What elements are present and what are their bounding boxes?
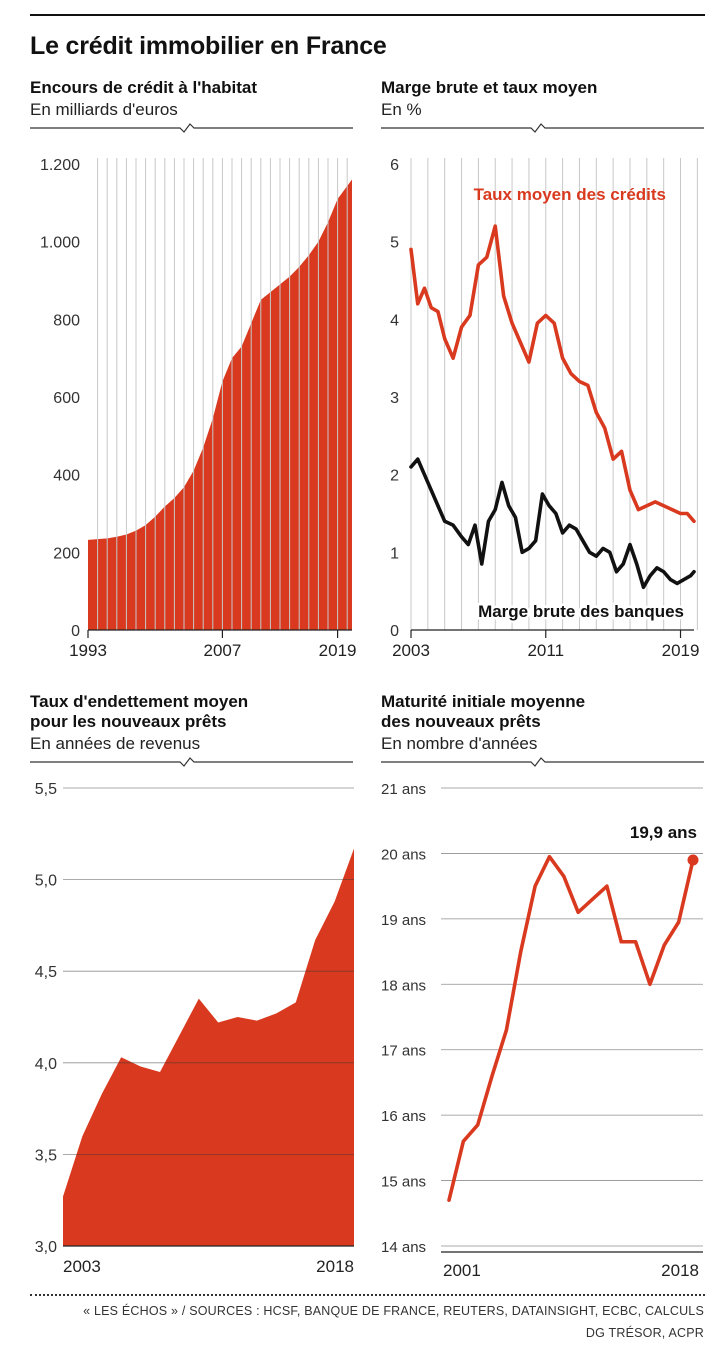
panel-unit-encours: En milliards d'euros <box>30 100 178 119</box>
line-maturite <box>447 854 695 1203</box>
area-endettement <box>63 848 354 1246</box>
footer-rule <box>30 1294 705 1296</box>
y-tick-label: 0 <box>71 623 80 640</box>
x-tick-label: 2007 <box>203 641 241 660</box>
y-tick-label: 16 ans <box>381 1108 426 1125</box>
y-tick-label: 4 <box>390 312 399 329</box>
line-taux-moyen <box>409 224 696 524</box>
y-tick-label: 21 ans <box>381 781 426 798</box>
x-tick-label: 2001 <box>443 1261 481 1280</box>
chart-encours: 0 200 400 600 800 1.000 1.200 1993 2007 2019 <box>40 157 357 660</box>
x-tick-label: 2003 <box>392 641 430 660</box>
y-tick-label: 600 <box>53 390 80 407</box>
y-tick-label: 2 <box>390 468 399 485</box>
y-tick-label: 1 <box>390 545 399 562</box>
y-tick-label: 0 <box>390 623 399 640</box>
top-rule <box>30 14 705 16</box>
panel-title-marge: Marge brute et taux moyen <box>381 78 598 97</box>
y-tick-label: 6 <box>390 157 399 174</box>
y-tick-label: 1.200 <box>40 157 80 174</box>
page-title: Le crédit immobilier en France <box>30 32 387 60</box>
y-tick-label: 400 <box>53 468 80 485</box>
series-label-taux: Taux moyen des crédits <box>474 185 666 204</box>
panel-title-maturite: Maturité initiale moyenne des nouveaux p… <box>381 692 586 731</box>
line-marge-brute <box>409 457 696 590</box>
panel-separator-endettement <box>30 757 353 767</box>
chart-maturite: 14 ans 15 ans 16 ans 17 ans 18 ans 19 ans 20 a… <box>381 781 703 1280</box>
y-tick-label: 800 <box>53 312 80 329</box>
y-tick-label: 4,5 <box>35 964 57 981</box>
panel-separator-maturite <box>381 757 704 767</box>
panel-title-encours: Encours de crédit à l'habitat <box>30 78 257 97</box>
x-tick-label: 2018 <box>661 1261 699 1280</box>
x-tick-label: 1993 <box>69 641 107 660</box>
y-tick-label: 1.000 <box>40 235 80 252</box>
x-tick-label: 2003 <box>63 1257 101 1276</box>
y-tick-label: 14 ans <box>381 1239 426 1256</box>
y-tick-label: 200 <box>53 545 80 562</box>
last-point-marker <box>687 854 699 866</box>
x-tick-label: 2019 <box>662 641 700 660</box>
chart-marge: 0 1 2 3 4 5 6 2003 2011 2019 Taux moyen des crédit… <box>390 157 700 660</box>
panel-title-endettement: Taux d'endettement moyen pour les nouvea… <box>30 692 249 731</box>
chart-endettement: 3,0 3,5 4,0 4,5 5,0 5,5 2003 2018 <box>35 781 354 1276</box>
y-tick-label: 15 ans <box>381 1174 426 1191</box>
x-tick-label: 2018 <box>316 1257 354 1276</box>
panel-unit-marge: En % <box>381 100 422 119</box>
panel-separator-encours <box>30 123 353 133</box>
y-tick-label: 17 ans <box>381 1043 426 1060</box>
source-note: « LES ÉCHOS » / SOURCES : HCSF, BANQUE D… <box>83 1304 704 1340</box>
series-label-marge: Marge brute des banques <box>478 602 684 621</box>
y-tick-label: 4,0 <box>35 1056 57 1073</box>
area-encours <box>88 179 352 630</box>
y-tick-label: 18 ans <box>381 977 426 994</box>
y-tick-label: 3,0 <box>35 1239 57 1256</box>
x-tick-label: 2011 <box>527 641 564 660</box>
x-tick-label: 2019 <box>319 641 357 660</box>
panel-unit-endettement: En années de revenus <box>30 734 201 753</box>
y-tick-label: 5,0 <box>35 873 57 890</box>
y-tick-label: 5,5 <box>35 781 57 798</box>
annotation-last-value: 19,9 ans <box>630 823 697 842</box>
y-tick-label: 19 ans <box>381 912 426 929</box>
panel-unit-maturite: En nombre d'années <box>381 734 538 753</box>
panel-separator-marge <box>381 123 704 133</box>
y-tick-label: 3,5 <box>35 1147 57 1164</box>
y-tick-label: 20 ans <box>381 846 426 863</box>
y-tick-label: 3 <box>390 390 399 407</box>
y-tick-label: 5 <box>390 235 399 252</box>
